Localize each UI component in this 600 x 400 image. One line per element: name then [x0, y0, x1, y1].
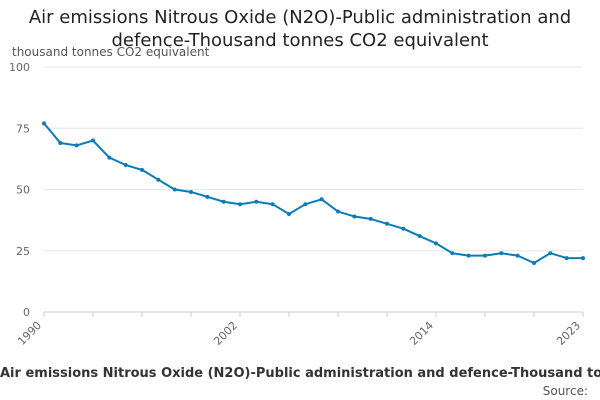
y-tick-label: 50	[16, 184, 30, 197]
data-point[interactable]	[189, 189, 193, 194]
data-point[interactable]	[254, 199, 259, 204]
series-layer	[42, 121, 585, 265]
x-axis-caption: Air emissions Nitrous Oxide (N2O)-Public…	[0, 366, 600, 381]
y-axis-label: thousand tonnes CO2 equivalent	[12, 45, 210, 59]
data-point[interactable]	[434, 241, 438, 246]
data-point[interactable]	[140, 167, 144, 172]
data-point[interactable]	[58, 140, 63, 145]
data-point[interactable]	[238, 202, 242, 207]
y-tick-label: 75	[16, 122, 30, 135]
x-tick-label: 2023	[554, 319, 583, 348]
data-point[interactable]	[564, 256, 569, 261]
data-point[interactable]	[205, 194, 210, 199]
data-point[interactable]	[287, 212, 291, 216]
data-point[interactable]	[352, 214, 357, 219]
data-point[interactable]	[91, 138, 95, 143]
data-point[interactable]	[123, 163, 128, 167]
data-point[interactable]	[515, 253, 520, 258]
data-point[interactable]	[172, 187, 177, 192]
data-point[interactable]	[417, 234, 422, 239]
series-line	[43, 122, 583, 264]
data-point[interactable]	[221, 199, 226, 204]
data-point[interactable]	[532, 261, 536, 265]
y-axis-ticks: 0 25 50 75 100	[9, 61, 30, 319]
data-point[interactable]	[368, 216, 373, 221]
data-point[interactable]	[319, 197, 324, 202]
data-point[interactable]	[303, 202, 308, 207]
source-label: Source:	[542, 384, 588, 398]
data-point[interactable]	[336, 209, 340, 214]
data-point[interactable]	[74, 143, 79, 148]
data-point[interactable]	[499, 251, 504, 256]
data-point[interactable]	[466, 253, 471, 258]
data-point[interactable]	[270, 202, 275, 207]
x-axis: 1990 2002 2014 2023	[15, 311, 584, 348]
x-tick-label: 2014	[407, 319, 436, 348]
data-point[interactable]	[548, 251, 553, 256]
gridlines	[44, 66, 583, 313]
x-tick-label: 2002	[211, 319, 240, 348]
y-tick-label: 0	[23, 306, 30, 319]
data-point[interactable]	[42, 121, 46, 126]
data-point[interactable]	[401, 226, 406, 231]
y-tick-label: 25	[16, 245, 30, 258]
data-point[interactable]	[483, 253, 487, 258]
y-tick-label: 100	[9, 61, 30, 74]
chart-title: Air emissions Nitrous Oxide (N2O)-Public…	[28, 7, 572, 51]
data-point[interactable]	[385, 221, 389, 226]
x-tick-label: 1990	[15, 319, 44, 348]
data-point[interactable]	[581, 256, 585, 261]
data-point[interactable]	[107, 155, 112, 160]
data-point[interactable]	[156, 177, 161, 182]
data-point[interactable]	[450, 251, 455, 256]
